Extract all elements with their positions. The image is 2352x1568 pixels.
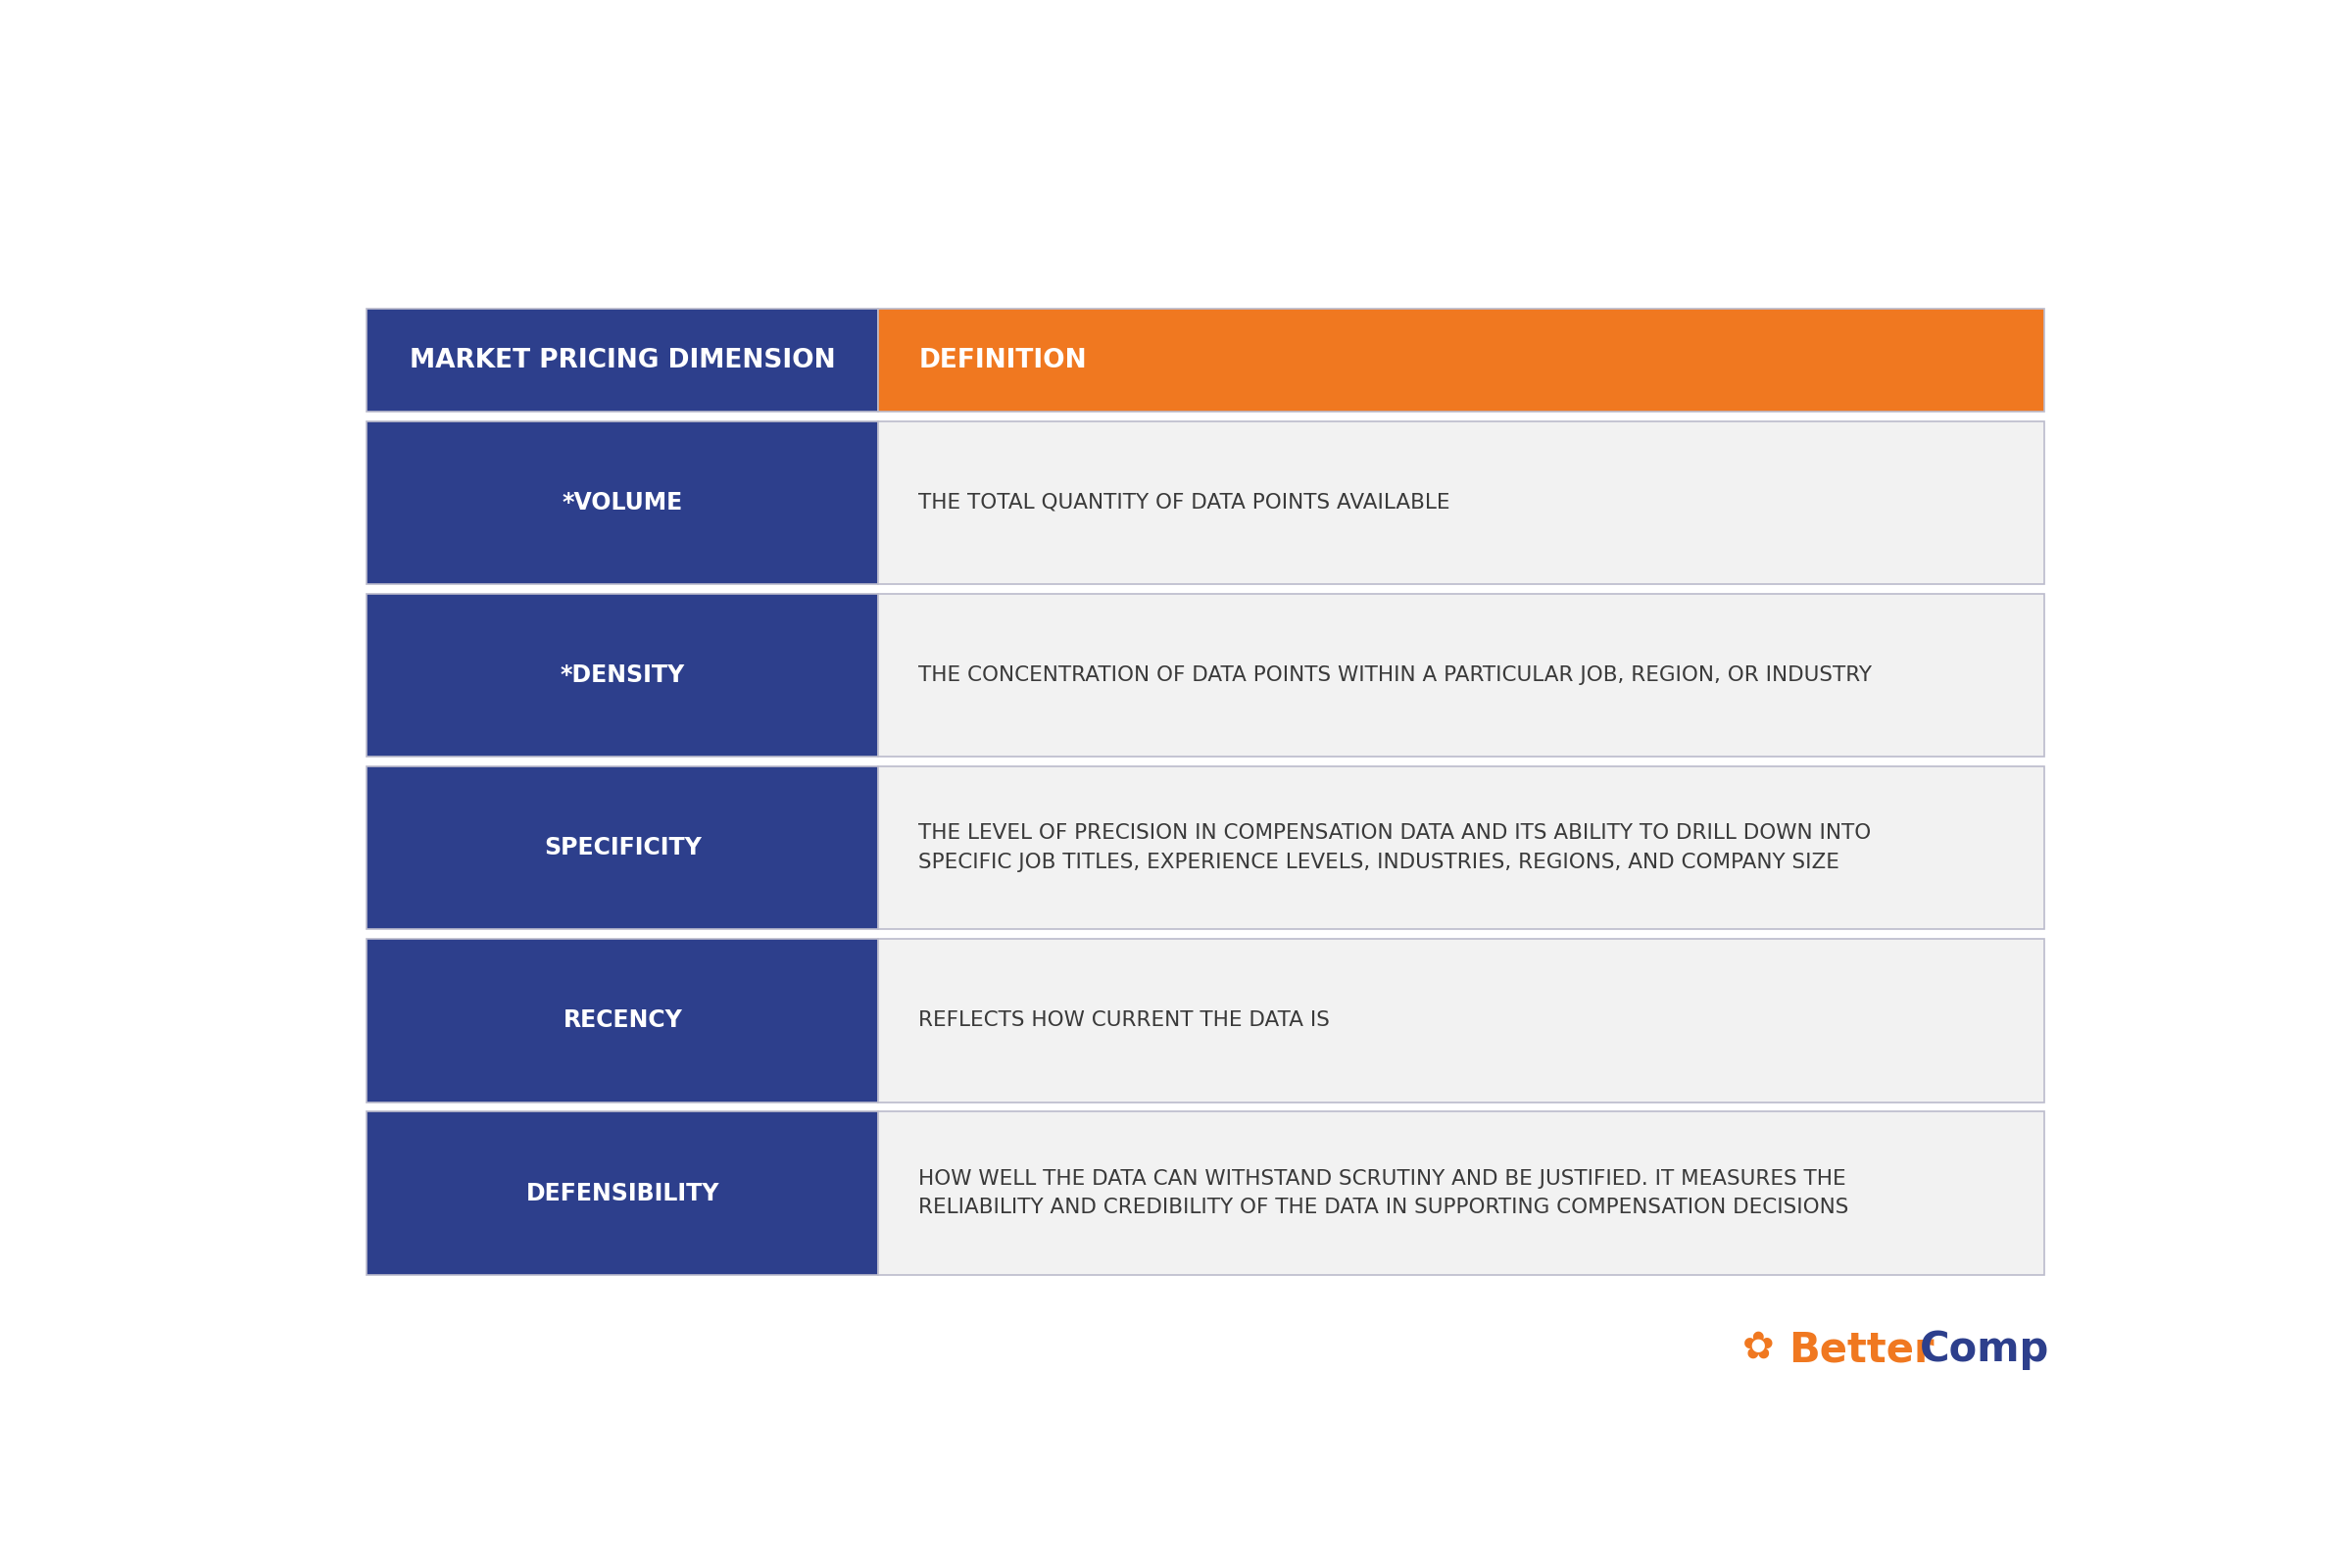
Text: ✿: ✿ [1743,1328,1773,1366]
Bar [367,767,877,930]
Text: DEFENSIBILITY: DEFENSIBILITY [527,1182,720,1206]
Text: REFLECTS HOW CURRENT THE DATA IS: REFLECTS HOW CURRENT THE DATA IS [920,1011,1329,1030]
Text: DEFINITION: DEFINITION [920,348,1087,373]
Bar [367,939,877,1102]
Bar [877,767,2044,930]
Bar [877,594,2044,757]
Bar [367,422,877,585]
Bar [367,594,877,757]
Text: THE CONCENTRATION OF DATA POINTS WITHIN A PARTICULAR JOB, REGION, OR INDUSTRY: THE CONCENTRATION OF DATA POINTS WITHIN … [920,665,1872,685]
Bar [877,939,2044,1102]
Bar [367,309,877,411]
Text: THE LEVEL OF PRECISION IN COMPENSATION DATA AND ITS ABILITY TO DRILL DOWN INTO
S: THE LEVEL OF PRECISION IN COMPENSATION D… [920,823,1872,872]
Text: RECENCY: RECENCY [562,1008,682,1032]
Bar [877,422,2044,585]
Text: SPECIFICITY: SPECIFICITY [543,836,701,859]
Bar [367,1112,877,1275]
Text: HOW WELL THE DATA CAN WITHSTAND SCRUTINY AND BE JUSTIFIED. IT MEASURES THE
RELIA: HOW WELL THE DATA CAN WITHSTAND SCRUTINY… [920,1170,1849,1218]
Text: THE TOTAL QUANTITY OF DATA POINTS AVAILABLE: THE TOTAL QUANTITY OF DATA POINTS AVAILA… [920,492,1451,513]
Text: *VOLUME: *VOLUME [562,491,682,514]
Text: MARKET PRICING DIMENSION: MARKET PRICING DIMENSION [409,348,835,373]
Bar [877,309,2044,411]
Text: *DENSITY: *DENSITY [560,663,684,687]
Bar [877,1112,2044,1275]
Text: Comp: Comp [1919,1330,2049,1370]
Text: Better: Better [1788,1330,1933,1370]
